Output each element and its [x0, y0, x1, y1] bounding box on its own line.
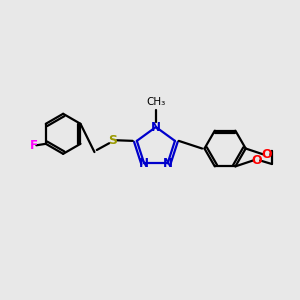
Text: O: O: [262, 148, 272, 161]
Text: N: N: [139, 157, 149, 170]
Text: N: N: [151, 121, 161, 134]
Text: S: S: [108, 134, 117, 147]
Text: N: N: [163, 157, 173, 170]
Text: CH₃: CH₃: [146, 97, 166, 107]
Text: F: F: [29, 139, 38, 152]
Text: O: O: [251, 154, 262, 167]
